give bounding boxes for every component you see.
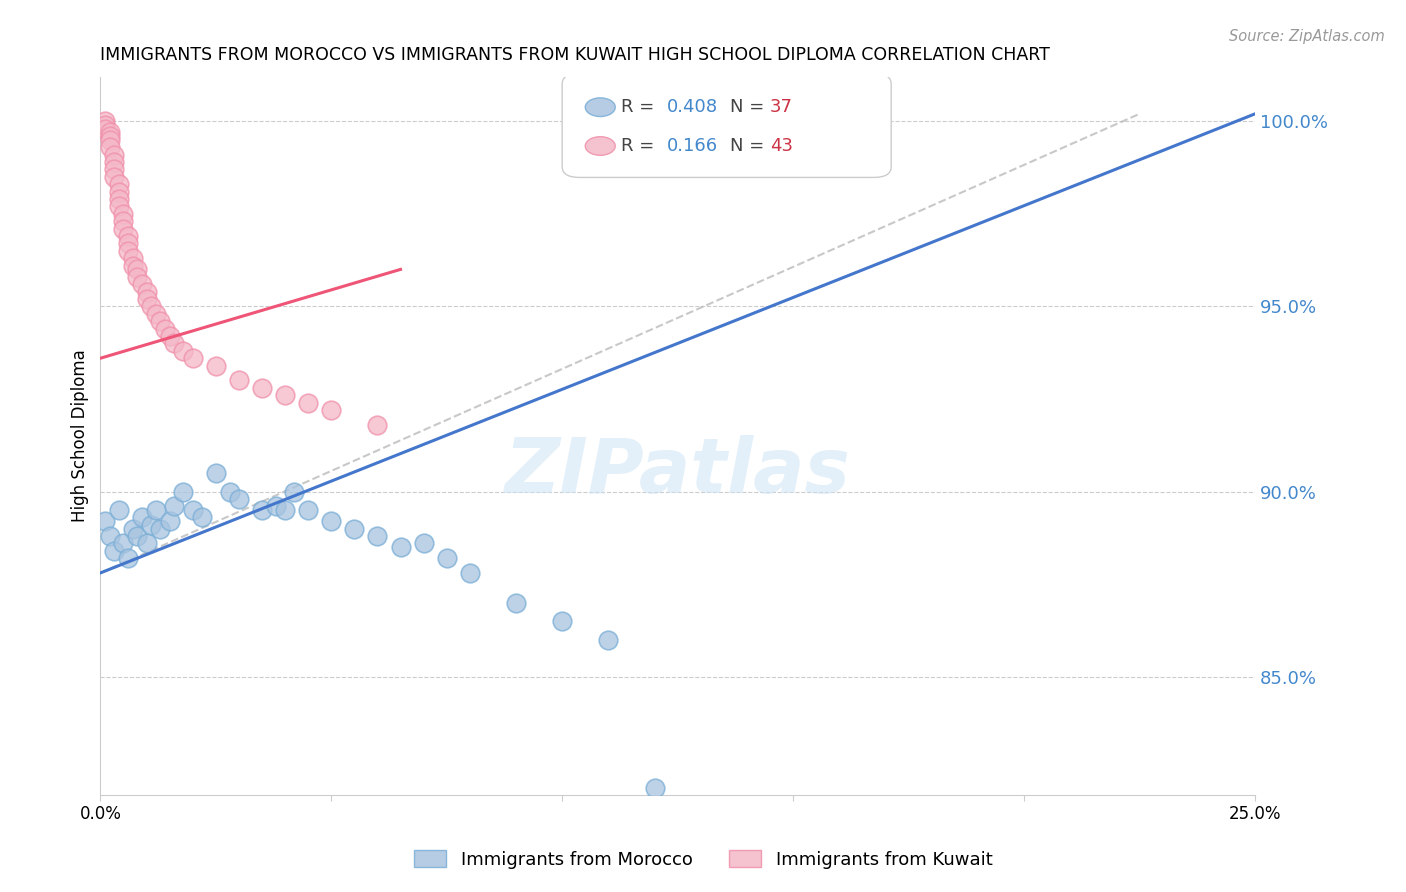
Text: 0.408: 0.408 — [668, 98, 718, 116]
Point — [117, 551, 139, 566]
Text: IMMIGRANTS FROM MOROCCO VS IMMIGRANTS FROM KUWAIT HIGH SCHOOL DIPLOMA CORRELATIO: IMMIGRANTS FROM MOROCCO VS IMMIGRANTS FR… — [100, 46, 1050, 64]
Text: R =: R = — [621, 98, 654, 116]
Text: 43: 43 — [770, 137, 793, 155]
Point — [274, 388, 297, 402]
Point — [172, 484, 194, 499]
Text: 37: 37 — [770, 98, 793, 116]
Point — [108, 185, 131, 199]
Point — [321, 403, 343, 417]
Point — [131, 277, 153, 292]
Point — [149, 522, 172, 536]
Point — [191, 510, 214, 524]
Point — [103, 169, 125, 184]
Point — [145, 503, 167, 517]
Point — [598, 632, 620, 647]
Point — [181, 503, 204, 517]
Circle shape — [585, 136, 616, 155]
Point — [141, 300, 163, 314]
Point — [141, 517, 163, 532]
Text: ZIPatlas: ZIPatlas — [505, 435, 851, 508]
Point — [98, 129, 121, 144]
Point — [250, 381, 273, 395]
Point — [98, 133, 121, 147]
Point — [98, 125, 121, 139]
Point — [551, 614, 574, 628]
Point — [458, 566, 481, 580]
Text: Source: ZipAtlas.com: Source: ZipAtlas.com — [1229, 29, 1385, 44]
Point — [108, 178, 131, 192]
Point — [117, 229, 139, 244]
Point — [117, 236, 139, 251]
Point — [112, 214, 135, 228]
Point — [98, 140, 121, 154]
Point — [108, 192, 131, 206]
Point — [127, 262, 149, 277]
Point — [94, 118, 117, 132]
Point — [112, 221, 135, 235]
Point — [108, 199, 131, 213]
Point — [127, 269, 149, 284]
Point — [103, 155, 125, 169]
Point — [127, 529, 149, 543]
Point — [181, 351, 204, 366]
Point — [228, 374, 250, 388]
Point — [108, 503, 131, 517]
Point — [274, 503, 297, 517]
Point — [172, 343, 194, 358]
Text: N =: N = — [730, 137, 763, 155]
Point — [112, 207, 135, 221]
Point — [163, 500, 186, 514]
Point — [135, 536, 157, 550]
Point — [153, 321, 176, 335]
Point — [366, 529, 388, 543]
Point — [103, 147, 125, 161]
Point — [163, 336, 186, 351]
Point — [297, 395, 319, 409]
Point — [366, 417, 388, 432]
Point — [94, 121, 117, 136]
Point — [412, 536, 434, 550]
Point — [389, 540, 412, 554]
Text: N =: N = — [730, 98, 763, 116]
Point — [505, 596, 527, 610]
Point — [103, 162, 125, 177]
Point — [343, 522, 366, 536]
Point — [204, 466, 226, 480]
Point — [283, 484, 305, 499]
Point — [117, 244, 139, 258]
Point — [159, 329, 181, 343]
Point — [264, 500, 287, 514]
Point — [135, 285, 157, 299]
Point — [131, 510, 153, 524]
Point — [321, 514, 343, 528]
Point — [204, 359, 226, 373]
Point — [112, 536, 135, 550]
Point — [436, 551, 458, 566]
Point — [644, 780, 666, 795]
Point — [218, 484, 240, 499]
Point — [98, 529, 121, 543]
Circle shape — [585, 98, 616, 117]
Point — [145, 307, 167, 321]
Point — [121, 259, 143, 273]
Point — [297, 503, 319, 517]
Point — [159, 514, 181, 528]
Point — [121, 252, 143, 266]
Point — [228, 491, 250, 506]
Point — [250, 503, 273, 517]
Legend: Immigrants from Morocco, Immigrants from Kuwait: Immigrants from Morocco, Immigrants from… — [406, 843, 1000, 876]
Point — [94, 114, 117, 128]
Point — [103, 543, 125, 558]
Point — [121, 522, 143, 536]
FancyBboxPatch shape — [562, 73, 891, 178]
Point — [94, 514, 117, 528]
Point — [135, 292, 157, 306]
Text: R =: R = — [621, 137, 654, 155]
Point — [149, 314, 172, 328]
Y-axis label: High School Diploma: High School Diploma — [72, 350, 89, 523]
Text: 0.166: 0.166 — [668, 137, 718, 155]
